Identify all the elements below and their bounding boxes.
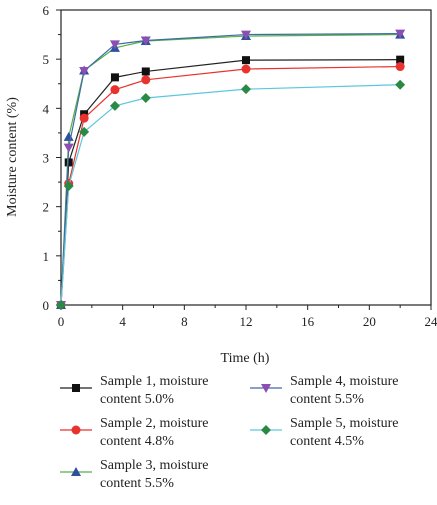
x-tick-label: 16 xyxy=(301,314,315,329)
data-point-circle xyxy=(72,426,81,435)
legend-item-5: Sample 5, moisture content 4.5% xyxy=(250,416,399,449)
legend-item-1: Sample 1, moisture content 5.0% xyxy=(60,374,209,407)
x-tick-label: 20 xyxy=(363,314,376,329)
data-point-square xyxy=(111,73,119,81)
series-2 xyxy=(57,62,405,309)
legend: Sample 1, moisture content 5.0% Sample 4, … xyxy=(60,374,399,491)
plot-frame xyxy=(61,10,431,305)
data-point-diamond xyxy=(241,84,251,94)
data-point-circle xyxy=(242,65,251,74)
data-point-diamond xyxy=(395,80,405,90)
y-axis-title: Moisture content (%) xyxy=(5,97,20,217)
data-point-circle xyxy=(80,114,89,123)
legend-label-line1: Sample 1, moisture xyxy=(100,374,209,389)
legend-label-line1: Sample 2, moisture xyxy=(100,416,209,431)
data-point-square xyxy=(142,67,150,75)
legend-item-2: Sample 2, moisture content 4.8% xyxy=(60,416,209,449)
x-tick-label: 24 xyxy=(425,314,437,329)
legend-label-line2: content 5.5% xyxy=(100,476,174,491)
data-point-square xyxy=(242,56,250,64)
series-layer xyxy=(56,30,405,310)
x-axis-title: Time (h) xyxy=(221,351,270,366)
legend-label-line2: content 5.0% xyxy=(100,392,174,407)
x-tick-label: 8 xyxy=(181,314,188,329)
legend-label-line1: Sample 3, moisture xyxy=(100,458,209,473)
y-tick-label: 5 xyxy=(43,52,50,67)
legend-label-line2: content 5.5% xyxy=(290,392,364,407)
legend-label-line2: content 4.5% xyxy=(290,434,364,449)
legend-item-4: Sample 4, moisture content 5.5% xyxy=(250,374,399,407)
data-point-square xyxy=(72,384,80,392)
series-5 xyxy=(56,80,405,310)
data-point-circle xyxy=(396,62,405,71)
x-tick-label: 0 xyxy=(58,314,65,329)
x-tick-label: 4 xyxy=(119,314,126,329)
legend-label-line2: content 4.8% xyxy=(100,434,174,449)
y-tick-label: 0 xyxy=(43,298,50,313)
y-tick-label: 1 xyxy=(43,249,50,264)
y-tick-label: 6 xyxy=(43,3,50,18)
series-3 xyxy=(56,30,405,309)
data-point-triangle-down xyxy=(79,67,89,76)
series-line xyxy=(61,60,400,305)
data-point-diamond xyxy=(261,425,271,435)
x-tick-label: 12 xyxy=(240,314,253,329)
y-tick-label: 4 xyxy=(43,101,50,116)
plot-border xyxy=(61,10,431,305)
y-tick-label: 3 xyxy=(43,151,50,166)
legend-label-line1: Sample 5, moisture xyxy=(290,416,399,431)
data-point-circle xyxy=(110,85,119,94)
series-1 xyxy=(57,56,404,309)
series-line xyxy=(61,85,400,305)
series-line xyxy=(61,67,400,305)
legend-label-line1: Sample 4, moisture xyxy=(290,374,399,389)
legend-item-3: Sample 3, moisture content 5.5% xyxy=(60,458,209,491)
series-4 xyxy=(56,30,405,310)
data-point-diamond xyxy=(141,93,151,103)
data-point-circle xyxy=(141,75,150,84)
y-tick-label: 2 xyxy=(43,200,50,215)
